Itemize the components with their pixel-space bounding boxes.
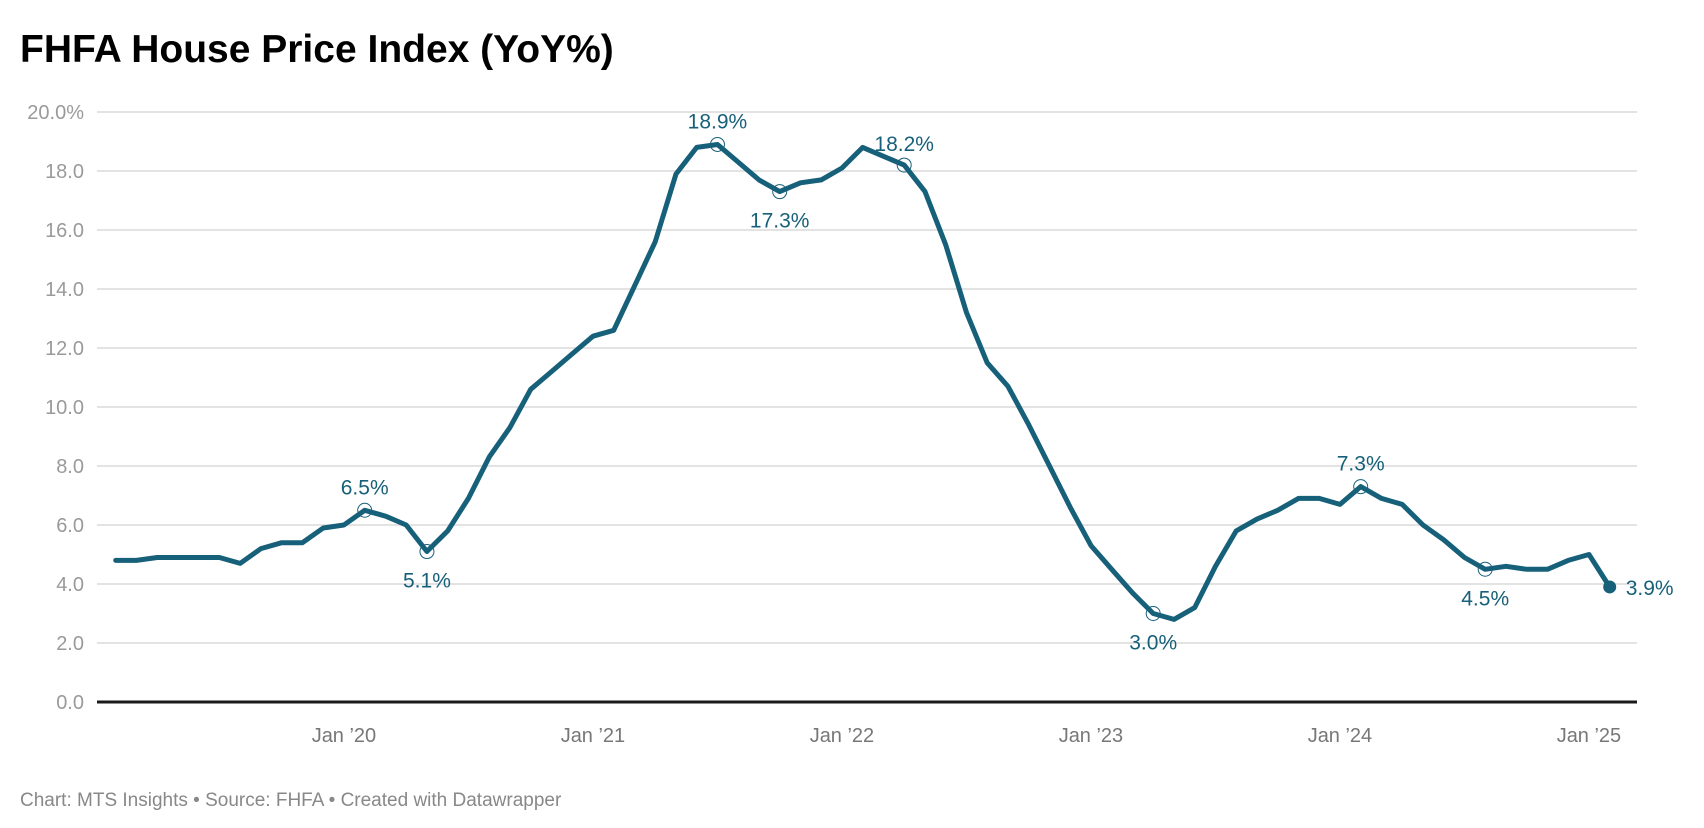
annotation-label: 4.5% — [1461, 587, 1509, 610]
y-tick-label: 2.0 — [56, 633, 84, 655]
x-axis-ticks: Jan ’20 Jan ’21 Jan ’22 Jan ’23 Jan ’24 Jan ’… — [312, 725, 1622, 747]
chart-footer: Chart: MTS Insights • Source: FHFA • Cre… — [20, 790, 562, 811]
annotation-label: 18.2% — [874, 133, 934, 156]
x-tick-label: Jan ’24 — [1308, 725, 1373, 747]
x-tick-label: Jan ’20 — [312, 725, 377, 747]
annotation-marker — [772, 184, 788, 200]
x-tick-label: Jan ’25 — [1557, 725, 1622, 747]
annotation-marker — [419, 544, 435, 560]
annotation-label: 5.1% — [403, 570, 451, 593]
y-tick-label: 6.0 — [56, 515, 84, 537]
x-tick-label: Jan ’22 — [810, 725, 875, 747]
x-tick-label: Jan ’23 — [1059, 725, 1124, 747]
annotation-label: 7.3% — [1337, 453, 1385, 476]
gridlines — [97, 111, 1637, 644]
annotation-label: 18.9% — [688, 110, 748, 133]
annotation-label: 6.5% — [341, 476, 389, 499]
y-tick-label: 20.0% — [27, 102, 84, 124]
annotation-label: 17.3% — [750, 210, 810, 233]
annotation-marker — [709, 136, 725, 152]
y-tick-label: 16.0 — [45, 220, 84, 242]
y-tick-label: 4.0 — [56, 574, 84, 596]
y-tick-label: 12.0 — [45, 338, 84, 360]
series-line — [113, 142, 1613, 622]
y-tick-label: 0.0 — [56, 692, 84, 714]
annotation-marker — [357, 502, 373, 518]
annotation-marker — [896, 157, 912, 173]
annotation-label: 3.0% — [1129, 632, 1177, 655]
annotation-marker — [1353, 479, 1369, 495]
chart-title: FHFA House Price Index (YoY%) — [20, 28, 614, 71]
annotation-marker — [1477, 561, 1493, 577]
y-tick-label: 18.0 — [45, 161, 84, 183]
y-tick-label: 8.0 — [56, 456, 84, 478]
y-axis-ticks: 0.0 2.0 4.0 6.0 8.0 10.0 12.0 14.0 16.0 18.0 20.0% — [27, 102, 84, 714]
annotation-label: 3.9% — [1626, 577, 1674, 600]
annotation-marker — [1603, 580, 1617, 594]
annotations: 6.5% 5.1% 18.9% 17.3% 18.2% 3.0% 7.3% 4.5% 3.9% — [341, 110, 1674, 654]
x-tick-label: Jan ’21 — [561, 725, 626, 747]
y-tick-label: 14.0 — [45, 279, 84, 301]
y-tick-label: 10.0 — [45, 397, 84, 419]
annotation-marker — [1145, 606, 1161, 621]
